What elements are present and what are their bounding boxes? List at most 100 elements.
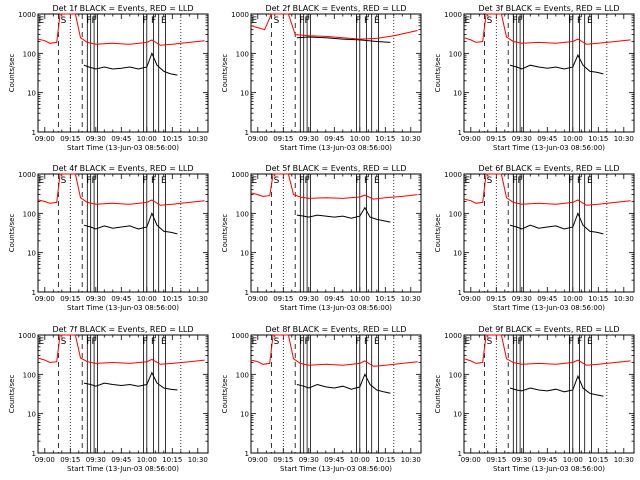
flag-label: F <box>364 16 369 26</box>
plot-frame <box>463 173 635 293</box>
flag-label: F <box>305 16 310 26</box>
plot-frame <box>250 13 422 133</box>
chart-title: Det 6f BLACK = Events, RED = LLD <box>478 164 619 173</box>
y-tick-label: 1000 <box>444 11 462 19</box>
x-tick-label: 09:45 <box>111 456 131 464</box>
x-tick-label: 09:30 <box>86 456 106 464</box>
x-tick-label: 10:30 <box>614 295 634 303</box>
y-axis-label: Counts/sec <box>434 375 442 414</box>
flag-label: F <box>86 337 91 347</box>
x-tick-label: 10:30 <box>188 295 208 303</box>
y-tick-label: 100 <box>236 371 249 379</box>
x-tick-label: 10:00 <box>137 456 157 464</box>
flag-label: F <box>512 176 517 186</box>
flag-label: F <box>151 337 156 347</box>
flag-label: F <box>86 16 91 26</box>
y-tick-label: 1000 <box>444 171 462 179</box>
y-tick-label: 1 <box>245 289 249 297</box>
series-events <box>296 36 391 43</box>
flag-label: E <box>39 16 45 26</box>
x-axis-label: Start Time (13-Jun-03 08:56:00) <box>493 304 605 312</box>
x-tick-label: 09:15 <box>273 135 293 143</box>
x-tick-label: 10:15 <box>162 295 182 303</box>
x-tick-label: 09:00 <box>248 135 268 143</box>
x-axis-label: Start Time (13-Jun-03 08:56:00) <box>493 465 605 473</box>
flag-label: S <box>487 337 493 347</box>
y-tick-label: 100 <box>449 371 462 379</box>
flag-label: S <box>274 16 280 26</box>
chart-title: Det 1f BLACK = Events, RED = LLD <box>52 4 193 13</box>
flag-label: E <box>39 176 45 186</box>
flag-label: F <box>569 337 574 347</box>
x-tick-label: 09:45 <box>537 135 557 143</box>
flag-label: E <box>465 337 471 347</box>
flag-label: F <box>364 337 369 347</box>
x-tick-label: 10:00 <box>350 456 370 464</box>
x-axis-label: Start Time (13-Jun-03 08:56:00) <box>67 144 179 152</box>
x-axis-label: Start Time (13-Jun-03 08:56:00) <box>67 465 179 473</box>
x-tick-label: 09:45 <box>324 456 344 464</box>
flag-label: F <box>92 176 97 186</box>
x-tick-label: 09:00 <box>35 135 55 143</box>
chart-panel-8: Det 8f BLACK = Events, RED = LLD 1 10 100 10… <box>221 325 422 473</box>
flag-label: F <box>518 176 523 186</box>
y-axis-label: Counts/sec <box>8 214 16 253</box>
x-tick-label: 10:15 <box>375 456 395 464</box>
flag-label: F <box>151 16 156 26</box>
x-tick-label: 10:15 <box>588 135 608 143</box>
series-events <box>296 373 391 394</box>
series-lld <box>463 13 631 45</box>
y-tick-label: 1000 <box>18 11 36 19</box>
y-tick-label: 10 <box>453 250 462 258</box>
flag-label: S <box>274 176 280 186</box>
chart-panel-6: Det 6f BLACK = Events, RED = LLD 1 10 100 10… <box>434 164 635 312</box>
x-tick-label: 09:30 <box>86 135 106 143</box>
x-tick-label: 09:30 <box>299 456 319 464</box>
chart-panel-1: Det 1f BLACK = Events, RED = LLD 1 10 100 10… <box>8 4 209 152</box>
x-tick-label: 09:00 <box>248 456 268 464</box>
y-tick-label: 1 <box>245 450 249 458</box>
x-tick-label: 09:15 <box>60 295 80 303</box>
y-tick-label: 1000 <box>444 332 462 340</box>
y-tick-label: 10 <box>453 90 462 98</box>
plot-frame <box>463 334 635 454</box>
flag-label: F <box>299 16 304 26</box>
flag-label: E <box>252 16 258 26</box>
x-tick-label: 10:15 <box>162 456 182 464</box>
plot-frame <box>37 13 209 133</box>
flag-label: E <box>39 337 45 347</box>
x-tick-label: 09:15 <box>60 135 80 143</box>
y-tick-label: 1000 <box>18 171 36 179</box>
x-tick-label: 09:00 <box>461 295 481 303</box>
flag-label: F <box>143 176 148 186</box>
x-tick-label: 10:00 <box>137 295 157 303</box>
x-axis-label: Start Time (13-Jun-03 08:56:00) <box>67 304 179 312</box>
chart-title: Det 3f BLACK = Events, RED = LLD <box>478 4 619 13</box>
y-tick-label: 1 <box>245 129 249 137</box>
x-tick-label: 10:15 <box>588 295 608 303</box>
flag-label: E <box>374 16 380 26</box>
y-axis-label: Counts/sec <box>8 54 16 93</box>
y-tick-label: 10 <box>453 411 462 419</box>
x-tick-label: 09:00 <box>35 456 55 464</box>
flag-label: F <box>364 176 369 186</box>
flag-label: F <box>86 176 91 186</box>
chart-title: Det 7f BLACK = Events, RED = LLD <box>52 325 193 334</box>
series-lld <box>250 173 418 200</box>
plot-frame <box>37 173 209 293</box>
x-tick-label: 10:30 <box>401 456 421 464</box>
x-tick-label: 10:30 <box>614 135 634 143</box>
series-lld <box>463 173 631 206</box>
y-tick-label: 10 <box>27 411 36 419</box>
flag-label: E <box>161 337 167 347</box>
y-tick-label: 1 <box>458 129 462 137</box>
x-tick-label: 09:15 <box>486 135 506 143</box>
chart-panel-7: Det 7f BLACK = Events, RED = LLD 1 10 100 10… <box>8 325 209 473</box>
y-tick-label: 1000 <box>231 332 249 340</box>
chart-panel-9: Det 9f BLACK = Events, RED = LLD 1 10 100 10… <box>434 325 635 473</box>
y-tick-label: 1 <box>458 450 462 458</box>
flag-label: E <box>252 176 258 186</box>
flag-label: F <box>569 16 574 26</box>
